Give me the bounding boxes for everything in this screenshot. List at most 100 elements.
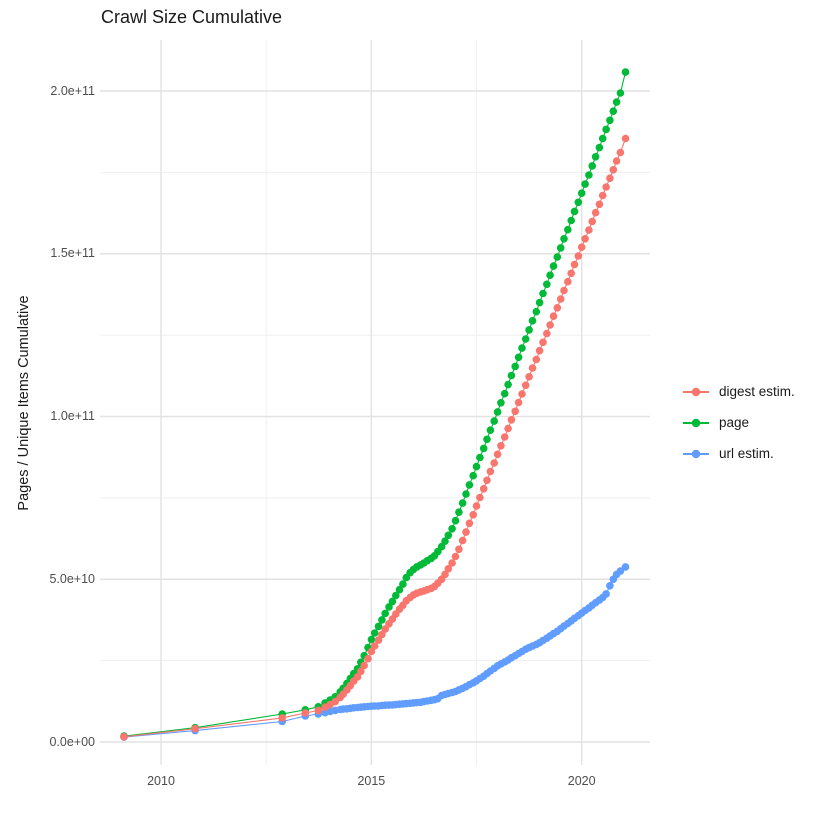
data-point xyxy=(504,380,512,389)
data-point xyxy=(560,235,568,243)
y-tick-label: 0.0e+00 xyxy=(49,734,95,749)
data-point xyxy=(606,582,614,590)
data-point xyxy=(360,661,369,670)
data-point xyxy=(441,537,449,545)
data-point xyxy=(532,355,541,364)
data-point xyxy=(511,362,519,371)
data-point xyxy=(553,253,562,261)
data-point xyxy=(465,519,474,528)
data-point xyxy=(462,528,470,536)
data-point xyxy=(606,116,614,125)
data-point xyxy=(535,298,544,307)
data-point xyxy=(553,304,562,312)
data-point xyxy=(577,243,586,251)
data-point xyxy=(331,697,340,706)
data-point xyxy=(441,570,449,579)
data-point xyxy=(120,733,128,741)
data-point xyxy=(549,262,558,270)
data-point xyxy=(469,471,478,480)
data-point xyxy=(458,499,467,507)
data-point xyxy=(585,171,593,179)
data-point xyxy=(564,225,572,234)
data-point xyxy=(621,134,630,143)
data-point xyxy=(451,552,460,561)
data-point xyxy=(612,157,621,165)
data-point xyxy=(574,252,583,260)
url-key-icon xyxy=(683,449,709,458)
data-point xyxy=(374,636,383,644)
data-point xyxy=(367,647,376,656)
data-point xyxy=(486,426,495,435)
data-point xyxy=(609,166,618,174)
data-point xyxy=(581,180,589,188)
data-point xyxy=(532,307,541,316)
data-point xyxy=(612,98,621,106)
series-url-estim xyxy=(120,563,630,741)
y-tick-label: 2.0e+11 xyxy=(50,83,95,98)
data-point xyxy=(500,389,509,398)
data-point xyxy=(385,603,393,611)
data-point xyxy=(479,485,488,493)
data-point xyxy=(528,317,537,325)
data-point xyxy=(500,433,509,441)
series-digest-estim xyxy=(120,134,630,741)
data-point xyxy=(602,590,610,598)
data-point xyxy=(388,597,397,606)
data-point xyxy=(616,567,625,575)
data-point xyxy=(301,709,310,717)
data-point xyxy=(588,217,596,226)
data-point xyxy=(606,174,614,182)
data-point xyxy=(549,312,558,321)
data-point xyxy=(609,107,618,115)
y-tick-label: 1.0e+11 xyxy=(50,409,95,423)
data-point xyxy=(462,490,470,498)
data-point xyxy=(504,424,512,433)
data-point xyxy=(525,373,533,381)
data-point xyxy=(378,630,386,639)
data-point xyxy=(581,235,589,243)
data-point xyxy=(381,609,390,618)
data-point xyxy=(191,724,199,733)
data-point xyxy=(616,148,625,157)
data-point xyxy=(448,559,456,567)
data-point xyxy=(514,398,523,407)
y-tick-label: 1.5e+11 xyxy=(50,246,95,261)
data-point xyxy=(381,625,390,633)
y-axis-title: Pages / Unique Items Cumulative xyxy=(16,295,32,511)
data-point xyxy=(444,531,453,540)
data-point xyxy=(476,453,484,462)
data-point xyxy=(493,450,502,459)
data-point xyxy=(556,244,565,252)
data-point xyxy=(353,673,362,681)
data-point xyxy=(507,371,516,380)
data-point xyxy=(567,216,575,225)
data-point xyxy=(539,338,547,347)
data-point xyxy=(518,390,526,398)
data-point xyxy=(616,89,625,97)
data-point xyxy=(570,207,579,216)
data-point xyxy=(472,502,481,510)
data-point xyxy=(490,417,499,425)
x-tick-label: 2015 xyxy=(357,774,386,788)
data-point xyxy=(483,476,491,485)
data-point xyxy=(546,271,554,280)
data-point xyxy=(507,416,516,424)
data-point xyxy=(370,642,379,650)
data-point xyxy=(574,198,583,207)
legend-item-page: page xyxy=(682,407,822,438)
data-point xyxy=(399,580,407,588)
data-point xyxy=(556,295,565,303)
data-point xyxy=(621,68,630,76)
data-point xyxy=(577,189,586,197)
data-point xyxy=(543,329,551,338)
data-point xyxy=(378,616,386,624)
page-key-icon xyxy=(683,418,709,427)
data-point xyxy=(455,545,463,554)
data-point xyxy=(567,269,575,278)
data-point xyxy=(525,326,533,334)
plot-title: Crawl Size Cumulative xyxy=(101,7,283,27)
data-point xyxy=(437,542,446,551)
data-point xyxy=(521,381,530,390)
